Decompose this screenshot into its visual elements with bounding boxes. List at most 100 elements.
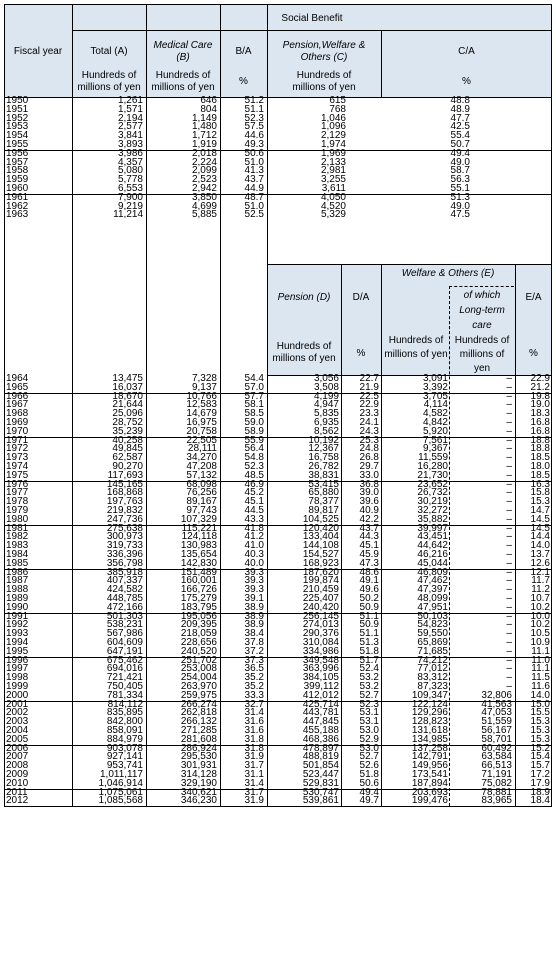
table-cell: 804 bbox=[200, 103, 217, 115]
table-cell: 23,652 bbox=[417, 478, 448, 490]
rule-group bbox=[4, 392, 552, 394]
table-cell: – bbox=[506, 637, 512, 648]
table-cell: 168,923 bbox=[302, 557, 339, 569]
table-cell: 39.0 bbox=[359, 487, 379, 499]
table-cell: 14.5 bbox=[530, 522, 550, 534]
table-cell: 567,986 bbox=[106, 628, 143, 640]
table-cell: 5,080 bbox=[117, 165, 143, 177]
rule-group bbox=[4, 193, 267, 195]
table-cell: 203,693 bbox=[411, 786, 448, 798]
table-cell: 46,216 bbox=[417, 549, 448, 560]
table-cell: – bbox=[506, 513, 512, 525]
table-cell: 32,806 bbox=[481, 689, 512, 701]
table-row-fiscal-year: 2002 bbox=[6, 707, 29, 719]
table-cell: 16.8 bbox=[530, 425, 550, 437]
table-cell: 310,084 bbox=[302, 637, 339, 648]
table-cell: 10.5 bbox=[530, 628, 550, 640]
table-cell: 6,935 bbox=[313, 417, 339, 428]
table-cell: 1,096 bbox=[320, 121, 346, 133]
border-bottom bbox=[4, 806, 552, 808]
table-cell: 14.7 bbox=[530, 505, 550, 516]
table-cell: 39.1 bbox=[244, 593, 264, 604]
table-cell: – bbox=[506, 681, 512, 692]
table-cell: – bbox=[506, 461, 512, 472]
table-cell: 10,766 bbox=[186, 390, 217, 402]
table-cell: 43.7 bbox=[244, 174, 264, 186]
table-cell: 15.3 bbox=[530, 496, 550, 508]
table-cell: 363,996 bbox=[302, 663, 339, 675]
table-cell: 18.5 bbox=[530, 452, 550, 464]
table-cell: 3,091 bbox=[422, 373, 448, 384]
table-cell: 12,367 bbox=[308, 443, 339, 455]
header-fiscal-year: Fiscal year bbox=[13, 46, 63, 57]
table-cell: 295,530 bbox=[180, 751, 217, 763]
table-cell: 166,726 bbox=[180, 584, 217, 596]
table-cell: 28,752 bbox=[112, 417, 143, 428]
table-cell: 11.5 bbox=[531, 672, 550, 684]
unit-medical: Hundreds of millions of yen bbox=[151, 70, 215, 93]
table-cell: 31.9 bbox=[244, 795, 264, 807]
table-cell: 266,132 bbox=[180, 716, 217, 728]
table-cell: 21.9 bbox=[359, 381, 379, 393]
table-cell: 4,199 bbox=[313, 390, 339, 402]
table-row-fiscal-year: 1957 bbox=[6, 156, 29, 168]
table-cell: 694,016 bbox=[106, 663, 143, 675]
table-cell: 160,001 bbox=[180, 575, 217, 587]
table-cell: – bbox=[506, 672, 512, 684]
unit-ca: % bbox=[462, 76, 471, 87]
rule-group bbox=[4, 788, 552, 790]
table-cell: 39.3 bbox=[244, 566, 264, 578]
table-cell: 4,114 bbox=[423, 399, 448, 411]
rule-group bbox=[4, 744, 552, 746]
table-row-fiscal-year: 2008 bbox=[6, 760, 29, 772]
table-cell: 35.2 bbox=[244, 681, 264, 692]
table-cell: 5,920 bbox=[422, 425, 448, 437]
table-cell: 858,091 bbox=[106, 725, 143, 736]
table-cell: 927,141 bbox=[106, 751, 143, 763]
table-cell: 49.7 bbox=[359, 795, 379, 807]
border-top bbox=[4, 4, 552, 5]
table-cell: 115,221 bbox=[181, 522, 217, 534]
table-row-fiscal-year: 1975 bbox=[6, 469, 29, 481]
table-cell: 11.1 bbox=[531, 645, 550, 657]
table-cell: 44,642 bbox=[417, 540, 448, 552]
table-cell: 34,270 bbox=[186, 452, 217, 464]
table-cell: 501,303 bbox=[106, 610, 143, 622]
unit-ba: % bbox=[239, 76, 248, 87]
table-cell: 173,541 bbox=[411, 769, 448, 780]
table-cell: 5,778 bbox=[117, 174, 143, 186]
table-cell: 15.0 bbox=[530, 698, 550, 710]
table-cell: 334,986 bbox=[302, 645, 339, 657]
table-cell: 21,644 bbox=[112, 399, 143, 411]
table-cell: 604,609 bbox=[106, 637, 143, 648]
border-left bbox=[4, 4, 5, 807]
table-row-fiscal-year: 1955 bbox=[6, 139, 29, 150]
rule-lower-header-bottom bbox=[267, 375, 552, 376]
table-cell: 50.7 bbox=[450, 139, 470, 150]
table-row-fiscal-year: 1994 bbox=[6, 637, 29, 648]
table-cell: 4,699 bbox=[191, 200, 217, 212]
table-row-fiscal-year: 1967 bbox=[6, 399, 29, 411]
table-cell: 488,819 bbox=[302, 751, 339, 763]
table-cell: 314,128 bbox=[180, 769, 217, 780]
header-social-benefit: Social Benefit bbox=[281, 13, 343, 24]
header-b-over-a: B/A bbox=[235, 46, 252, 57]
table-cell: 168,868 bbox=[106, 487, 143, 499]
table-cell: 55.9 bbox=[244, 434, 264, 446]
table-cell: 340,621 bbox=[180, 786, 217, 798]
table-cell: 49.4 bbox=[450, 147, 470, 159]
table-row-fiscal-year: 1978 bbox=[6, 496, 29, 508]
table-cell: 62,587 bbox=[112, 452, 143, 464]
table-cell: 187,894 bbox=[411, 777, 448, 789]
table-cell: 53.1 bbox=[359, 716, 379, 728]
table-cell: 52.3 bbox=[359, 698, 379, 710]
table-cell: 530,747 bbox=[302, 786, 339, 798]
rule-col-c bbox=[381, 30, 382, 97]
table-row-fiscal-year: 1956 bbox=[6, 147, 29, 159]
table-cell: 47,208 bbox=[186, 461, 217, 472]
table-cell: 3,056 bbox=[313, 373, 339, 384]
table-row-fiscal-year: 1974 bbox=[6, 461, 29, 472]
table-row-fiscal-year: 1993 bbox=[6, 628, 29, 640]
header-ea-cell bbox=[515, 264, 552, 375]
table-cell: 5,835 bbox=[313, 408, 339, 420]
